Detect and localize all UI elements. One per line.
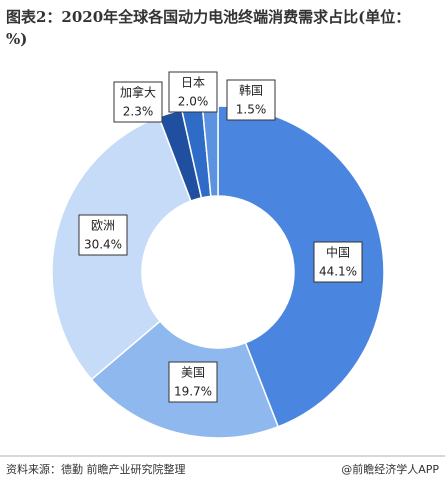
legend-label: 日本 (181, 76, 205, 90)
label-box (78, 214, 128, 256)
legend-label: 欧洲 (91, 219, 115, 233)
donut-slice (217, 105, 385, 428)
legend-label: 韩国 (239, 83, 263, 98)
chart-title: 图表2：2020年全球各国动力电池终端消费需求占比(单位：%) (6, 8, 411, 48)
credit: @前瞻经济学人APP (341, 462, 439, 476)
label-box (113, 81, 163, 123)
data-label: 44.1% (319, 265, 357, 279)
legend-label: 加拿大 (120, 85, 156, 100)
label-box (226, 79, 276, 121)
data-label: 2.3% (123, 105, 154, 119)
label-box (168, 71, 218, 113)
label-box (168, 361, 218, 403)
data-label: 30.4% (84, 238, 122, 252)
source: 资料来源：德勤 前瞻产业研究院整理 (6, 462, 186, 476)
legend-label: 中国 (326, 245, 350, 260)
data-label: 19.7% (174, 385, 212, 399)
legend-label: 美国 (181, 366, 205, 380)
data-label: 2.0% (178, 95, 209, 109)
label-box (313, 241, 363, 283)
data-label: 1.5% (236, 103, 267, 117)
